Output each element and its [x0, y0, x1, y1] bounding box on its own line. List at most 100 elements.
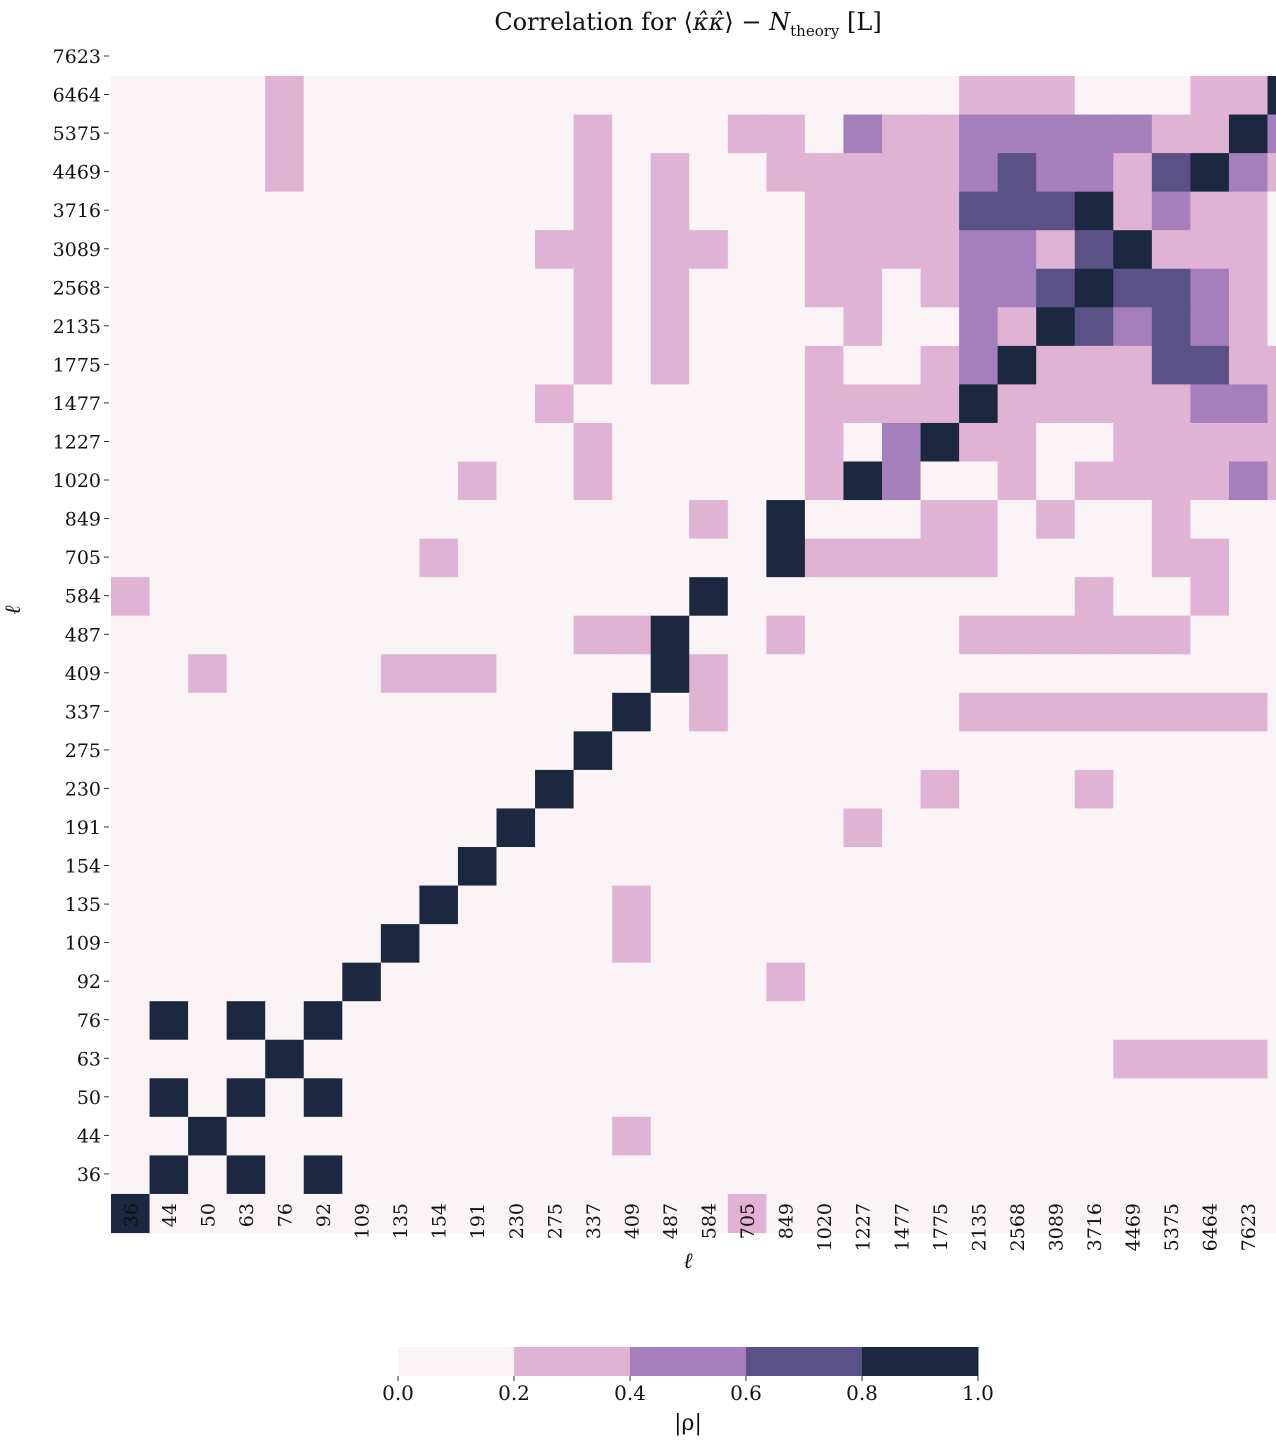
heatmap-cell [1151, 114, 1191, 154]
heatmap-cell [997, 962, 1037, 1002]
heatmap-cell [496, 692, 536, 732]
heatmap-cell [804, 230, 845, 270]
heatmap-cell [303, 230, 343, 270]
heatmap-cell [1151, 461, 1191, 501]
heatmap-cell [1113, 461, 1153, 501]
heatmap-cell [149, 191, 189, 231]
heatmap-cell [265, 461, 305, 501]
heatmap-cell [303, 808, 343, 848]
y-tick-label: 3716 [53, 200, 101, 222]
heatmap-cell [959, 731, 999, 771]
heatmap-cell [612, 615, 652, 655]
heatmap-cell [457, 962, 498, 1002]
x-tick-label: 1775 [930, 1203, 952, 1251]
heatmap-cell [226, 461, 266, 501]
heatmap-cell [149, 924, 189, 964]
heatmap-cell [650, 1193, 690, 1234]
heatmap-cell [1267, 1039, 1276, 1079]
heatmap-cell [111, 1155, 151, 1195]
heatmap-cell [882, 153, 922, 193]
heatmap-cell [1151, 384, 1191, 424]
heatmap-cell [727, 538, 767, 578]
heatmap-cell [496, 307, 536, 347]
heatmap-cell [650, 1155, 690, 1195]
heatmap-cell [226, 1116, 266, 1156]
x-axis-label: ℓ [683, 1249, 693, 1274]
heatmap-cell [612, 461, 652, 501]
heatmap-cell [612, 153, 652, 193]
heatmap-cell [265, 1193, 305, 1234]
heatmap-cell [1151, 1155, 1191, 1195]
heatmap-cell [804, 538, 845, 578]
y-tick-label: 337 [65, 701, 101, 723]
heatmap-cell [303, 384, 343, 424]
heatmap-cell [882, 461, 922, 501]
heatmap-cell [188, 191, 228, 231]
heatmap-cell [149, 500, 189, 540]
heatmap-cell [457, 114, 498, 154]
heatmap-cell [226, 808, 266, 848]
colorbar-segment [630, 1347, 747, 1376]
heatmap-cell [149, 422, 189, 463]
heatmap-cell [1036, 384, 1076, 424]
heatmap-cell [1228, 191, 1269, 231]
heatmap-cell [882, 808, 922, 848]
heatmap-cell [727, 1001, 767, 1041]
heatmap-cell [111, 769, 151, 810]
heatmap-cell [689, 962, 729, 1002]
heatmap-cell [1228, 422, 1269, 463]
heatmap-cell [188, 692, 228, 732]
heatmap-cell [496, 615, 536, 655]
colorbar-tick-label: 0.6 [730, 1381, 762, 1405]
heatmap-cell [265, 268, 305, 308]
heatmap-cell [650, 153, 690, 193]
heatmap-cell [457, 345, 498, 385]
heatmap-cell [1190, 615, 1230, 655]
heatmap-cell [226, 1155, 266, 1195]
heatmap-cell [766, 384, 806, 424]
heatmap-cell [1036, 1001, 1076, 1041]
heatmap-cell [380, 1193, 420, 1234]
heatmap-cell [959, 153, 999, 193]
heatmap-cell [535, 1039, 575, 1079]
heatmap-cell [188, 422, 228, 463]
heatmap-cell [226, 1193, 266, 1234]
heatmap-cell [612, 962, 652, 1002]
heatmap-cell [997, 808, 1037, 848]
heatmap-cell [342, 384, 382, 424]
heatmap-cell [111, 538, 151, 578]
heatmap-cell [959, 808, 999, 848]
heatmap-cell [226, 422, 266, 463]
heatmap-cell [573, 500, 613, 540]
heatmap-cell [1267, 191, 1276, 231]
heatmap-cell [843, 345, 883, 385]
heatmap-cell [265, 731, 305, 771]
heatmap-cell [457, 1078, 498, 1118]
heatmap-cell [535, 500, 575, 540]
heatmap-cell [843, 654, 883, 694]
heatmap-cell [1151, 345, 1191, 385]
heatmap-cell [612, 654, 652, 694]
heatmap-cell [689, 114, 729, 154]
heatmap-cell [535, 692, 575, 732]
heatmap-cell [689, 1116, 729, 1156]
heatmap-cell [419, 1001, 459, 1041]
x-tick-label: 4469 [1123, 1203, 1145, 1251]
heatmap-cell [188, 577, 228, 617]
heatmap-cell [111, 924, 151, 964]
heatmap-cell [149, 1116, 189, 1156]
heatmap-cell [342, 654, 382, 694]
heatmap-cell [1113, 1193, 1153, 1234]
heatmap-cell [419, 345, 459, 385]
heatmap-cell [149, 885, 189, 925]
heatmap-cell [843, 500, 883, 540]
y-tick-label: 1477 [53, 393, 101, 415]
heatmap-cell [997, 692, 1037, 732]
heatmap-cell [959, 885, 999, 925]
heatmap-cell [689, 731, 729, 771]
heatmap-cell [1074, 962, 1114, 1002]
x-tick-label: 849 [776, 1203, 798, 1239]
x-tick-label: 50 [197, 1203, 219, 1227]
heatmap-cell [265, 345, 305, 385]
heatmap-cell [997, 422, 1037, 463]
